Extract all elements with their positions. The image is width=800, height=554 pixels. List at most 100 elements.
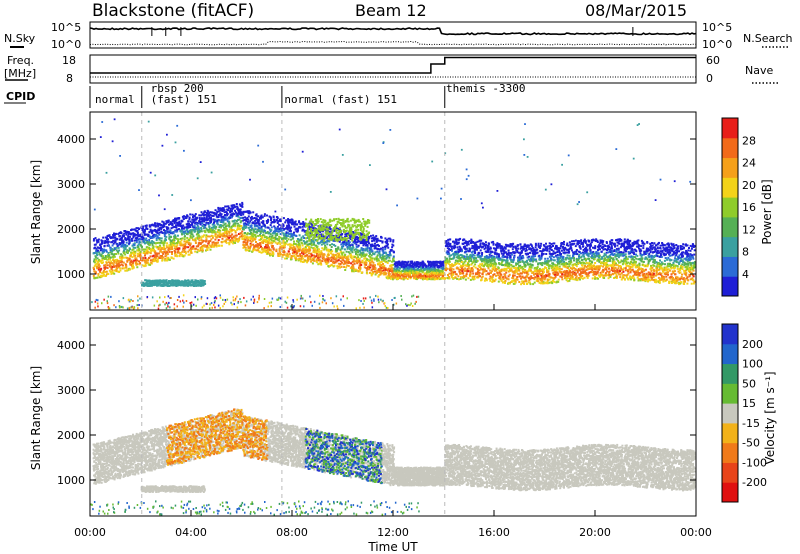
data-cell (98, 258, 101, 261)
data-cell (129, 262, 132, 265)
data-cell (176, 230, 179, 233)
data-cell (289, 221, 292, 224)
data-cell (410, 272, 413, 274)
data-cell (190, 230, 193, 233)
data-cell (153, 224, 156, 227)
data-cell (382, 269, 385, 271)
data-cell (118, 261, 120, 264)
data-cell (363, 242, 366, 245)
data-cell (191, 247, 194, 250)
data-cell (218, 244, 221, 247)
data-cell (287, 255, 290, 258)
data-cell (274, 241, 277, 244)
data-cell (378, 274, 381, 276)
data-cell (302, 229, 305, 232)
cpid-mode-label: normal (95, 93, 135, 106)
data-cell (476, 259, 479, 262)
data-cell (500, 273, 503, 276)
data-cell (326, 243, 329, 246)
data-cell (462, 271, 465, 274)
data-cell (288, 248, 291, 251)
data-cell (229, 216, 232, 219)
data-cell (494, 278, 497, 281)
data-cell (423, 274, 426, 277)
data-cell (240, 211, 243, 214)
data-cell (257, 249, 259, 252)
frequency-series (90, 56, 696, 74)
data-cell (190, 232, 193, 234)
data-cell (379, 254, 382, 257)
data-cell (288, 226, 291, 229)
data-cell (113, 259, 115, 262)
data-cell (294, 249, 296, 252)
data-cell (426, 273, 429, 276)
data-cell (250, 231, 252, 234)
data-cell (261, 236, 264, 239)
data-cell (125, 265, 128, 268)
data-cell (410, 270, 413, 273)
data-cell (270, 226, 273, 229)
data-cell (414, 268, 417, 271)
data-cell (198, 231, 201, 234)
data-cell (230, 226, 233, 229)
data-cell (236, 207, 239, 210)
data-cell (302, 235, 305, 238)
data-cell (115, 249, 118, 252)
data-cell (436, 278, 439, 281)
data-cell (114, 236, 117, 239)
data-cell (299, 255, 302, 257)
data-cell (208, 226, 211, 229)
data-cell (365, 247, 368, 250)
data-cell (97, 240, 100, 243)
data-cell (179, 252, 182, 255)
data-cell (253, 230, 256, 233)
data-cell (432, 270, 435, 273)
data-cell (268, 228, 271, 231)
data-cell (419, 264, 422, 267)
data-cell (107, 238, 109, 241)
data-cell (213, 212, 216, 215)
data-cell (148, 246, 151, 249)
data-cell (480, 278, 483, 281)
data-cell (440, 264, 443, 267)
data-cell (98, 251, 101, 254)
data-cell (363, 266, 366, 269)
data-cell (340, 260, 342, 263)
data-cell (232, 235, 235, 238)
data-cell (339, 249, 342, 252)
data-cell (113, 265, 116, 268)
data-cell (185, 241, 188, 244)
data-cell (336, 252, 339, 255)
data-cell (174, 252, 176, 255)
data-cell (454, 261, 457, 264)
data-cell (194, 250, 197, 253)
freq-label-line2: [MHz] (4, 67, 36, 80)
data-cell (402, 262, 405, 265)
data-cell (243, 241, 246, 244)
data-cell (409, 277, 412, 280)
data-cell (236, 222, 239, 225)
noise-left-tick-bottom: 10^0 (51, 38, 81, 51)
data-cell (383, 264, 386, 267)
data-cell (256, 242, 259, 245)
data-cell (233, 204, 236, 207)
data-cell (126, 269, 128, 272)
data-cell (380, 270, 382, 273)
data-cell (275, 230, 278, 232)
data-cell (142, 225, 145, 228)
data-cell (113, 234, 116, 237)
data-cell (97, 251, 100, 253)
data-cell (433, 265, 436, 268)
data-cell (301, 222, 304, 225)
data-cell (301, 255, 304, 258)
data-cell (196, 248, 199, 251)
data-cell (112, 234, 115, 236)
data-cell (411, 264, 413, 267)
data-cell (248, 247, 251, 249)
data-cell (415, 273, 418, 276)
data-cell (182, 243, 185, 246)
data-cell (105, 261, 108, 264)
data-cell (153, 260, 156, 263)
data-cell (327, 257, 330, 260)
data-cell (395, 271, 398, 274)
